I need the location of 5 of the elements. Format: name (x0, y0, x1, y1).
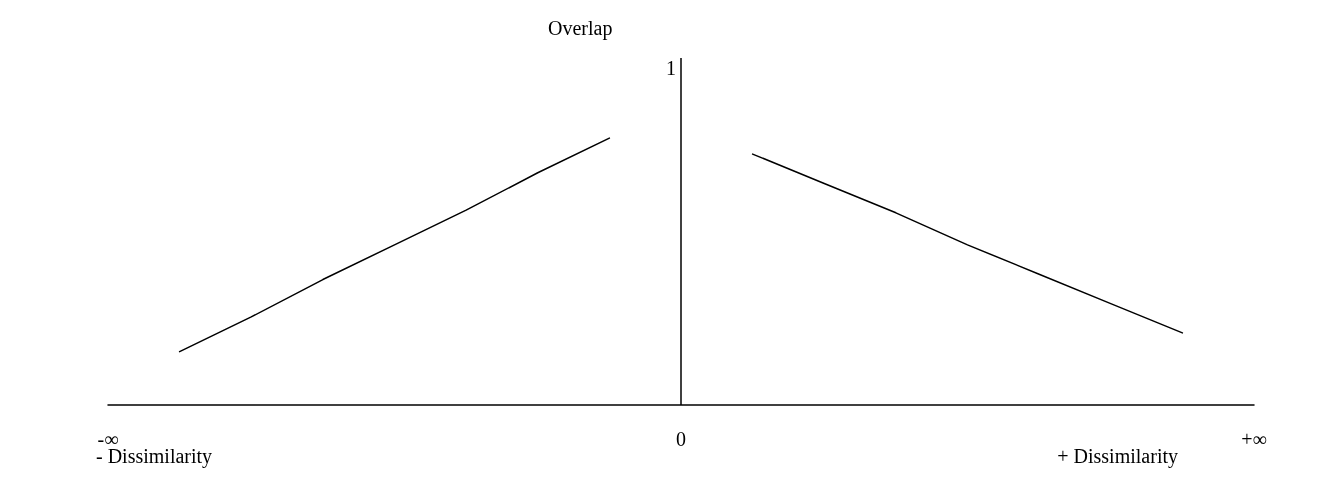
text: + Dissimilarity (1057, 445, 1179, 468)
text: 1 (666, 57, 676, 79)
x-tick-label: +∞ (1241, 428, 1267, 450)
y-axis-title: Overlap (548, 17, 613, 40)
x-tick-label: 0 (676, 428, 686, 450)
